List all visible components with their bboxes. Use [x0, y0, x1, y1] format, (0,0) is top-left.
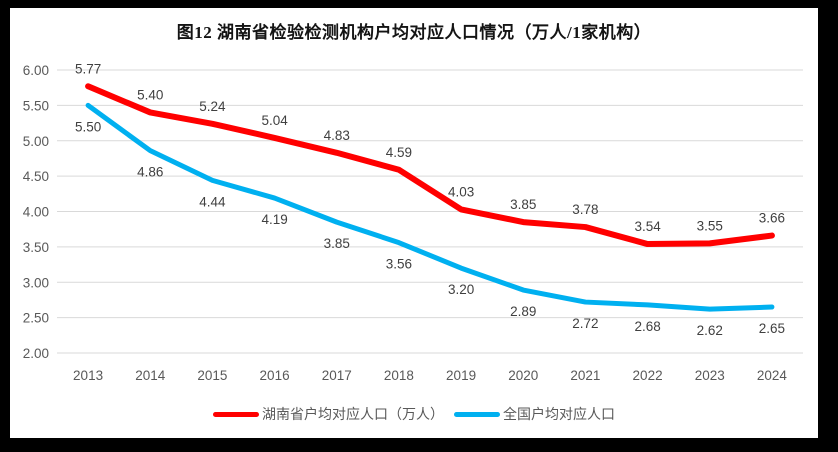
data-label: 3.55 — [697, 218, 723, 233]
data-label: 3.56 — [386, 257, 412, 272]
x-tick-label: 2019 — [446, 368, 476, 383]
x-tick-label: 2013 — [73, 368, 103, 383]
x-tick-label: 2015 — [197, 368, 227, 383]
x-tick-label: 2018 — [384, 368, 414, 383]
x-tick-label: 2014 — [135, 368, 166, 383]
y-tick-label: 4.50 — [23, 169, 49, 184]
data-label: 2.62 — [697, 323, 723, 338]
legend-swatch-hunan-icon — [213, 411, 259, 417]
data-label: 4.44 — [199, 194, 226, 209]
x-tick-label: 2022 — [633, 368, 663, 383]
data-label: 4.86 — [137, 165, 163, 180]
x-tick-label: 2016 — [260, 368, 290, 383]
data-label: 2.89 — [510, 304, 536, 319]
y-tick-label: 3.50 — [23, 240, 49, 255]
data-label: 5.24 — [199, 99, 226, 114]
series-line-1 — [85, 102, 775, 312]
x-tick-label: 2023 — [695, 368, 725, 383]
data-label: 2.72 — [572, 316, 598, 331]
y-tick-label: 2.00 — [23, 346, 49, 361]
y-tick-label: 4.00 — [23, 205, 49, 220]
data-label: 2.65 — [759, 321, 785, 336]
x-tick-label: 2020 — [508, 368, 538, 383]
data-label: 4.03 — [448, 184, 474, 199]
legend-item-hunan: 湖南省户均对应人口（万人） — [213, 404, 444, 424]
y-tick-label: 2.50 — [23, 311, 49, 326]
legend-label-hunan: 湖南省户均对应人口（万人） — [262, 406, 444, 422]
legend-swatch-national-icon — [454, 411, 500, 417]
legend-label-national: 全国户均对应人口 — [503, 406, 615, 422]
data-label: 3.85 — [510, 197, 536, 212]
data-label: 5.04 — [261, 113, 288, 128]
y-tick-label: 3.00 — [23, 275, 49, 290]
data-label: 3.54 — [634, 219, 661, 234]
y-tick-label: 5.50 — [23, 98, 49, 113]
data-label: 3.85 — [324, 236, 350, 251]
data-label: 5.77 — [75, 61, 101, 76]
x-tick-label: 2024 — [757, 368, 788, 383]
line-chart: 2.00 2.50 3.00 3.50 4.00 4.50 5.00 5.50 6.00 2013… — [23, 61, 803, 383]
y-tick-label: 5.00 — [23, 134, 49, 149]
data-label: 3.66 — [759, 211, 785, 226]
data-label: 3.78 — [572, 202, 598, 217]
data-label: 4.83 — [324, 128, 350, 143]
data-label: 5.40 — [137, 87, 163, 102]
chart-title: 图12 湖南省检验检测机构户均对应人口情况（万人/1家机构） — [176, 23, 652, 42]
data-label: 4.19 — [261, 212, 287, 227]
x-tick-label: 2021 — [570, 368, 600, 383]
legend-item-national: 全国户均对应人口 — [454, 404, 615, 424]
data-label: 5.50 — [75, 119, 101, 134]
chart-card: 图12 湖南省检验检测机构户均对应人口情况（万人/1家机构） 2.00 2.50 3… — [10, 8, 818, 438]
data-label: 4.59 — [386, 145, 412, 160]
legend: 湖南省户均对应人口（万人） 全国户均对应人口 — [10, 404, 818, 424]
data-label: 3.20 — [448, 282, 474, 297]
y-tick-label: 6.00 — [23, 63, 49, 78]
series-line-0 — [85, 83, 775, 248]
data-label: 2.68 — [634, 319, 660, 334]
x-tick-label: 2017 — [322, 368, 352, 383]
